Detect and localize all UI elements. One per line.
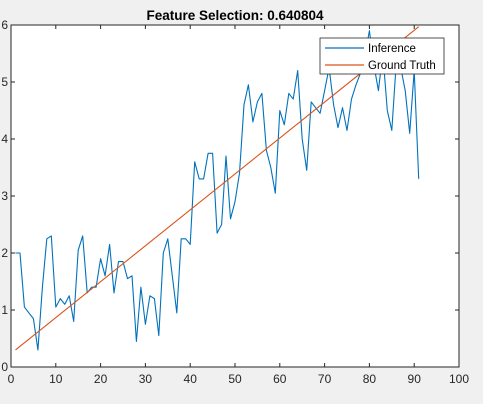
y-tick-label: 4 xyxy=(1,132,8,146)
y-tick-label: 1 xyxy=(1,303,8,317)
legend-label-ground-truth: Ground Truth xyxy=(368,60,436,72)
x-tick-label: 20 xyxy=(94,372,108,386)
y-tick-label: 2 xyxy=(1,246,8,260)
x-axis: 0 10 20 30 40 50 60 70 80 90 100 xyxy=(8,25,469,386)
chart-title: Feature Selection: 0.640804 xyxy=(146,8,324,23)
y-tick-label: 6 xyxy=(1,18,8,32)
legend: Inference Ground Truth xyxy=(319,37,445,75)
y-tick-label: 0 xyxy=(1,360,8,374)
x-tick-label: 30 xyxy=(139,372,153,386)
series-line-inference xyxy=(15,30,420,351)
x-tick-label: 70 xyxy=(318,372,332,386)
x-tick-label: 10 xyxy=(49,372,63,386)
x-tick-label: 90 xyxy=(408,372,422,386)
series-line-ground-truth xyxy=(15,26,420,351)
y-tick-label: 5 xyxy=(1,75,8,89)
x-tick-label: 40 xyxy=(184,372,198,386)
legend-label-inference: Inference xyxy=(368,43,416,55)
x-tick-label: 0 xyxy=(8,372,15,386)
plot-box xyxy=(10,24,460,368)
x-tick-label: 100 xyxy=(449,372,469,386)
y-axis: 0 1 2 3 4 5 6 xyxy=(1,18,459,374)
plot-lines xyxy=(15,26,420,351)
x-tick-label: 50 xyxy=(228,372,242,386)
y-tick-label: 3 xyxy=(1,189,8,203)
plot-area xyxy=(11,25,459,367)
legend-box xyxy=(319,37,445,75)
x-tick-label: 60 xyxy=(273,372,287,386)
x-tick-label: 80 xyxy=(363,372,377,386)
